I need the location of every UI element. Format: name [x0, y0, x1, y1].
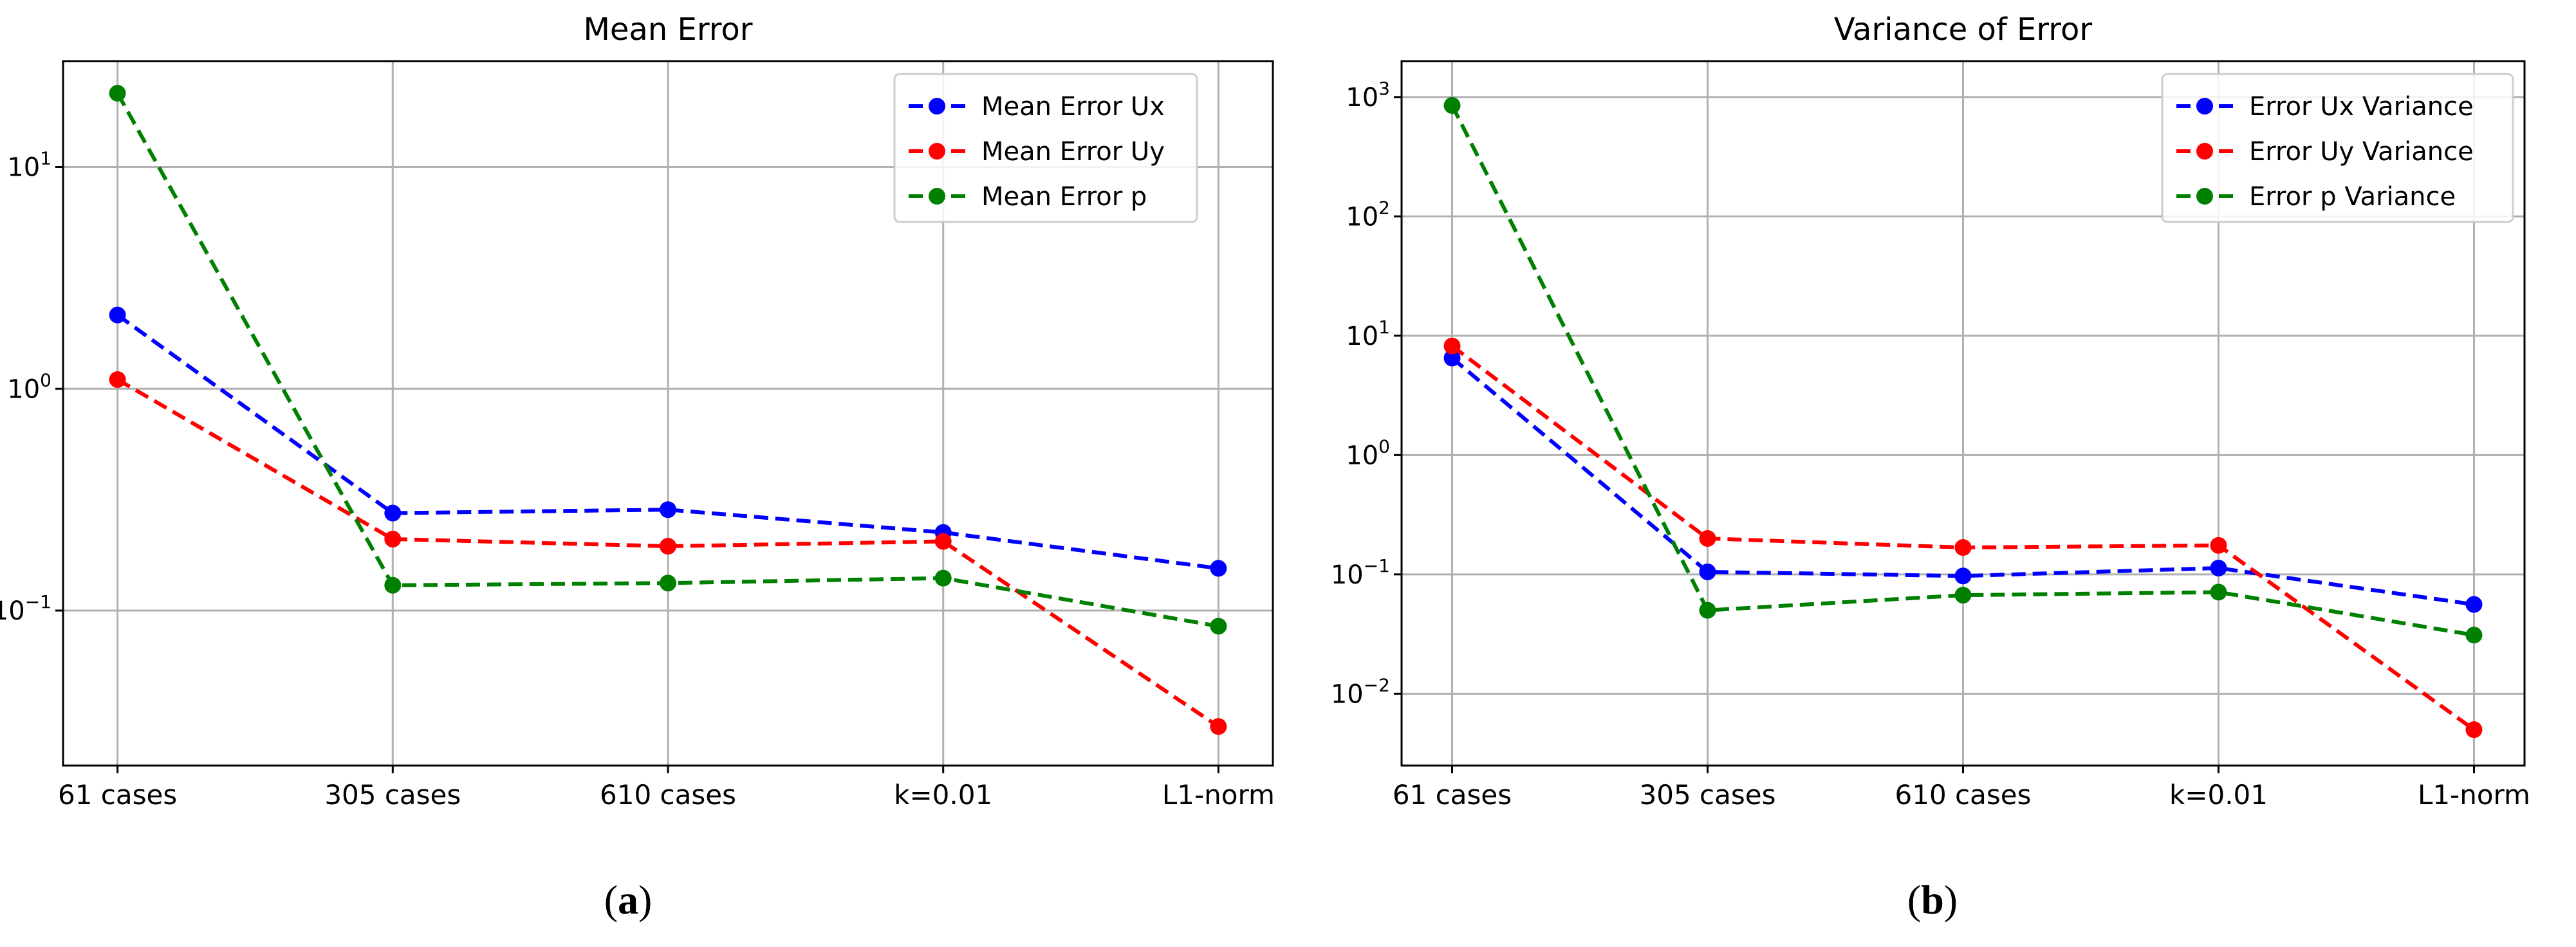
- data-point: [384, 576, 402, 594]
- y-tick-label: 101: [7, 147, 51, 182]
- y-tick-label: 10−2: [1331, 674, 1390, 709]
- series-line: [116, 378, 1220, 728]
- y-tick-exponent: 0: [1378, 436, 1390, 457]
- subfigure-label-letter: a: [618, 877, 638, 923]
- y-tick-label: 10−1: [0, 591, 51, 626]
- y-tick-base: 10: [7, 374, 40, 404]
- data-point: [2210, 559, 2227, 576]
- x-tick-label: L1-norm: [2418, 779, 2530, 811]
- y-tick-base: 10: [1331, 560, 1364, 590]
- data-point: [1954, 567, 1972, 585]
- y-tick-label: 100: [1346, 436, 1390, 470]
- x-tick-label: k=0.01: [894, 779, 992, 811]
- data-point: [934, 569, 952, 587]
- y-tick-exponent: 2: [1378, 197, 1390, 218]
- data-point: [660, 538, 676, 555]
- series-line: [116, 313, 1219, 571]
- chart-title: Mean Error: [583, 12, 752, 48]
- data-point: [1443, 349, 1461, 367]
- legend-box: [2161, 73, 2514, 223]
- y-tick-label: 10−1: [1331, 555, 1390, 590]
- y-tick-label: 101: [1346, 317, 1390, 351]
- y-tick-base: 10: [1331, 679, 1364, 709]
- subfigure-label: (b): [1907, 877, 1958, 923]
- data-point: [1699, 563, 1716, 580]
- y-tick-base: 10: [0, 596, 25, 626]
- legend-label: Mean Error p: [981, 182, 1147, 212]
- legend-label: Error Ux Variance: [2249, 92, 2474, 122]
- x-tick-label: 305 cases: [324, 779, 461, 811]
- legend-label: Error Uy Variance: [2249, 137, 2474, 167]
- x-tick-label: 61 cases: [1393, 779, 1512, 811]
- data-point: [1210, 560, 1227, 577]
- y-tick-base: 10: [7, 152, 40, 182]
- plot-frame: [1400, 60, 2526, 767]
- x-tick-label: 61 cases: [58, 779, 177, 811]
- plot-frame: [62, 60, 1274, 767]
- y-tick-base: 10: [1346, 441, 1378, 470]
- data-point: [1954, 587, 1972, 604]
- y-tick-exponent: −1: [1364, 555, 1390, 576]
- y-tick-exponent: −2: [1364, 674, 1390, 695]
- data-point: [109, 84, 126, 102]
- data-point: [2210, 584, 2227, 601]
- legend-swatch-marker: [2196, 188, 2213, 205]
- data-point: [109, 371, 126, 388]
- data-point: [109, 306, 126, 324]
- y-tick-label: 103: [1346, 78, 1390, 113]
- data-point: [1443, 337, 1461, 354]
- data-point: [1443, 97, 1461, 114]
- y-tick-label: 100: [7, 369, 51, 404]
- legend-box: [893, 73, 1198, 223]
- subfigure-label-open: (: [604, 877, 618, 923]
- legend-swatch-marker: [929, 188, 945, 205]
- data-point: [1210, 718, 1227, 735]
- legend-swatch-marker: [929, 98, 945, 115]
- y-tick-exponent: 0: [40, 369, 51, 391]
- x-tick-label: 610 cases: [1895, 779, 2032, 811]
- y-tick-base: 10: [1346, 322, 1378, 351]
- y-tick-exponent: 1: [1378, 317, 1390, 338]
- y-tick-base: 10: [1346, 202, 1378, 232]
- data-point: [934, 533, 952, 550]
- data-point: [384, 504, 402, 522]
- y-tick-label: 102: [1346, 197, 1390, 232]
- data-point: [1954, 539, 1972, 556]
- data-point: [2465, 596, 2483, 613]
- subfigure-label-close: ): [638, 877, 652, 923]
- legend-swatch-marker: [2196, 98, 2213, 115]
- chart-title: Variance of Error: [1834, 12, 2092, 48]
- data-point: [2210, 537, 2227, 554]
- y-tick-exponent: 1: [40, 147, 51, 169]
- y-tick-exponent: −1: [25, 591, 51, 612]
- data-point: [660, 575, 676, 592]
- data-point: [1699, 529, 1716, 547]
- subfigure-label-letter: b: [1921, 877, 1944, 923]
- data-point: [1210, 618, 1227, 635]
- legend-label: Mean Error Ux: [981, 92, 1165, 122]
- data-point: [2465, 627, 2483, 644]
- legend-swatch-marker: [929, 143, 945, 160]
- subfigure-label-open: (: [1907, 877, 1921, 923]
- legend-label: Mean Error Uy: [981, 137, 1165, 167]
- x-tick-label: L1-norm: [1162, 779, 1275, 811]
- legend-label: Error p Variance: [2249, 182, 2456, 212]
- data-point: [384, 530, 402, 547]
- subfigure-label: (a): [604, 877, 653, 923]
- x-tick-label: 305 cases: [1640, 779, 1776, 811]
- x-tick-label: 610 cases: [600, 779, 736, 811]
- data-point: [2465, 721, 2483, 739]
- subfigure-label-close: ): [1944, 877, 1958, 923]
- data-point: [660, 501, 676, 519]
- series-line: [1450, 356, 2474, 607]
- legend-swatch-marker: [2196, 143, 2213, 160]
- x-tick-label: k=0.01: [2169, 779, 2268, 811]
- y-tick-base: 10: [1346, 83, 1378, 113]
- data-point: [1699, 602, 1716, 619]
- y-tick-exponent: 3: [1378, 78, 1390, 99]
